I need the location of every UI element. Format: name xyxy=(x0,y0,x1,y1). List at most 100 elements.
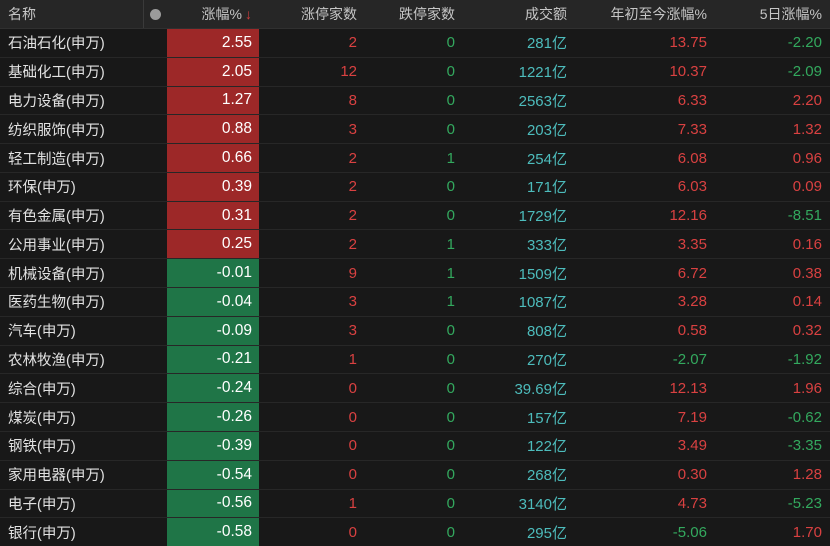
column-header-name[interactable]: 名称 xyxy=(0,0,143,28)
column-header-turnover-label: 成交额 xyxy=(525,6,567,22)
change-percent-cell: -0.58 xyxy=(167,518,259,546)
sort-desc-icon: ↓ xyxy=(245,6,252,22)
column-header-limit-down[interactable]: 跌停家数 xyxy=(365,0,463,28)
limit-down-count: 0 xyxy=(446,466,455,484)
table-row[interactable]: 基础化工(申万) 2.05 12 0 1221亿 10.37 -2.09 xyxy=(0,56,830,86)
table-row[interactable]: 电力设备(申万) 1.27 8 0 2563亿 6.33 2.20 xyxy=(0,85,830,115)
limit-up-count: 1 xyxy=(348,494,357,512)
sector-name: 煤炭(申万) xyxy=(8,410,76,427)
turnover-value: 270亿 xyxy=(526,351,567,369)
change-percent-cell: -0.26 xyxy=(167,403,259,431)
limit-up-count: 1 xyxy=(348,350,357,368)
five-day-change-value: 1.70 xyxy=(792,523,822,541)
sector-name: 公用事业(申万) xyxy=(8,237,105,254)
table-row[interactable]: 环保(申万) 0.39 2 0 171亿 6.03 0.09 xyxy=(0,171,830,201)
limit-up-count: 3 xyxy=(348,120,357,138)
five-day-change-value: -0.62 xyxy=(787,408,822,426)
marker-cell xyxy=(143,87,167,115)
change-percent-cell: 0.88 xyxy=(167,115,259,144)
table-row[interactable]: 纺织服饰(申万) 0.88 3 0 203亿 7.33 1.32 xyxy=(0,114,830,144)
change-percent-cell: -0.09 xyxy=(167,316,259,345)
marker-cell xyxy=(143,115,167,143)
limit-up-count: 0 xyxy=(348,379,357,397)
ytd-change-value: 0.58 xyxy=(677,322,707,340)
five-day-change-value: -8.51 xyxy=(787,207,822,225)
column-header-marker[interactable] xyxy=(143,0,167,28)
sector-name: 基础化工(申万) xyxy=(8,65,105,82)
table-row[interactable]: 综合(申万) -0.24 0 0 39.69亿 12.13 1.96 xyxy=(0,373,830,403)
limit-up-count: 2 xyxy=(348,149,357,167)
change-percent-cell: -0.04 xyxy=(167,288,259,316)
table-row[interactable]: 石油石化(申万) 2.55 2 0 281亿 13.75 -2.20 xyxy=(0,29,830,57)
marker-cell xyxy=(143,374,167,402)
marker-cell xyxy=(143,230,167,258)
ytd-change-value: 6.33 xyxy=(677,91,707,109)
table-row[interactable]: 汽车(申万) -0.09 3 0 808亿 0.58 0.32 xyxy=(0,315,830,345)
table-row[interactable]: 有色金属(申万) 0.31 2 0 1729亿 12.16 -8.51 xyxy=(0,200,830,230)
table-row[interactable]: 银行(申万) -0.58 0 0 295亿 -5.06 1.70 xyxy=(0,517,830,546)
table-row[interactable]: 电子(申万) -0.56 1 0 3140亿 4.73 -5.23 xyxy=(0,488,830,518)
sector-name: 纺织服饰(申万) xyxy=(8,122,105,139)
column-header-ytd-change-label: 年初至今涨幅% xyxy=(610,6,707,22)
five-day-change-value: 0.09 xyxy=(792,178,822,196)
limit-down-count: 0 xyxy=(446,523,455,541)
turnover-value: 1221亿 xyxy=(518,64,567,82)
column-header-ytd-change[interactable]: 年初至今涨幅% xyxy=(575,0,715,28)
table-row[interactable]: 钢铁(申万) -0.39 0 0 122亿 3.49 -3.35 xyxy=(0,430,830,460)
table-row[interactable]: 煤炭(申万) -0.26 0 0 157亿 7.19 -0.62 xyxy=(0,402,830,431)
ytd-change-value: 10.37 xyxy=(669,63,707,81)
ytd-change-value: 0.30 xyxy=(677,466,707,484)
table-row[interactable]: 家用电器(申万) -0.54 0 0 268亿 0.30 1.28 xyxy=(0,459,830,489)
change-percent-cell: -0.54 xyxy=(167,460,259,489)
column-header-5day-change[interactable]: 5日涨幅% xyxy=(715,0,830,28)
column-header-5day-change-label: 5日涨幅% xyxy=(759,6,822,22)
limit-down-count: 0 xyxy=(446,379,455,397)
marker-cell xyxy=(143,490,167,518)
ytd-change-value: 12.13 xyxy=(669,379,707,397)
column-header-change-percent[interactable]: 涨幅% ↓ xyxy=(167,0,259,28)
column-header-limit-up[interactable]: 涨停家数 xyxy=(259,0,365,28)
ytd-change-value: 13.75 xyxy=(669,34,707,52)
turnover-value: 171亿 xyxy=(526,179,567,197)
table-row[interactable]: 医药生物(申万) -0.04 3 1 1087亿 3.28 0.14 xyxy=(0,287,830,316)
sector-name: 石油石化(申万) xyxy=(8,36,105,53)
sector-name: 环保(申万) xyxy=(8,180,76,197)
sector-name: 综合(申万) xyxy=(8,381,76,398)
limit-up-count: 0 xyxy=(348,466,357,484)
column-header-limit-up-label: 涨停家数 xyxy=(301,6,357,22)
five-day-change-value: -5.23 xyxy=(787,494,822,512)
ytd-change-value: 6.08 xyxy=(677,149,707,167)
marker-cell xyxy=(143,317,167,345)
sector-name: 钢铁(申万) xyxy=(8,439,76,456)
turnover-value: 254亿 xyxy=(526,150,567,168)
change-percent-cell: 0.39 xyxy=(167,172,259,201)
change-percent-cell: 1.27 xyxy=(167,86,259,115)
marker-cell xyxy=(143,29,167,57)
limit-down-count: 0 xyxy=(446,322,455,340)
ytd-change-value: -5.06 xyxy=(672,523,707,541)
marker-cell xyxy=(143,259,167,287)
marker-cell xyxy=(143,202,167,230)
limit-up-count: 2 xyxy=(348,207,357,225)
table-row[interactable]: 机械设备(申万) -0.01 9 1 1509亿 6.72 0.38 xyxy=(0,258,830,288)
marker-cell xyxy=(143,173,167,201)
column-header-turnover[interactable]: 成交额 xyxy=(463,0,575,28)
change-percent-cell: 0.25 xyxy=(167,230,259,259)
turnover-value: 157亿 xyxy=(526,409,567,427)
change-percent-cell: 2.05 xyxy=(167,57,259,86)
table-row[interactable]: 公用事业(申万) 0.25 2 1 333亿 3.35 0.16 xyxy=(0,229,830,259)
ytd-change-value: 3.49 xyxy=(677,437,707,455)
five-day-change-value: 1.28 xyxy=(792,466,822,484)
table-row[interactable]: 轻工制造(申万) 0.66 2 1 254亿 6.08 0.96 xyxy=(0,143,830,172)
five-day-change-value: 1.96 xyxy=(792,379,822,397)
sector-name: 机械设备(申万) xyxy=(8,266,105,283)
ytd-change-value: 12.16 xyxy=(669,207,707,225)
marker-cell xyxy=(143,288,167,316)
five-day-change-value: 0.14 xyxy=(792,293,822,311)
limit-up-count: 2 xyxy=(348,235,357,253)
ytd-change-value: 3.28 xyxy=(677,293,707,311)
five-day-change-value: -3.35 xyxy=(787,437,822,455)
table-row[interactable]: 农林牧渔(申万) -0.21 1 0 270亿 -2.07 -1.92 xyxy=(0,344,830,374)
column-header-name-label: 名称 xyxy=(8,6,36,22)
